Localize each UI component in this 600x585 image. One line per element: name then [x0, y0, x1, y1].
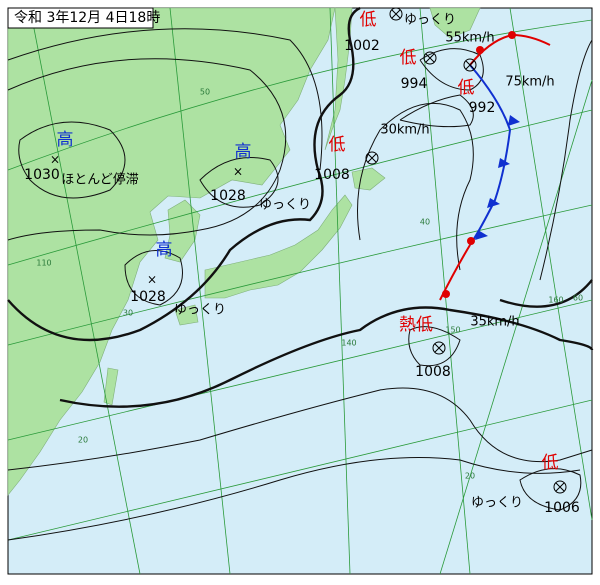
low-center: [389, 7, 403, 21]
motion-label: ゆっくり: [259, 198, 311, 213]
pressure-label: 1006: [544, 500, 580, 516]
system-kind: 低: [400, 48, 417, 68]
grid-label: 40: [420, 218, 430, 227]
low-center-x: [465, 60, 475, 70]
motion-label: 55km/h: [445, 31, 494, 46]
pressure-label: 1008: [314, 167, 350, 183]
low-center: [553, 480, 567, 494]
low-center-x: [434, 343, 444, 353]
low-center-x: [555, 482, 565, 492]
pressure-label: 1030: [24, 167, 60, 183]
isobars: [7, 6, 594, 541]
motion-label: ゆっくり: [404, 13, 456, 28]
grid-label: 140: [341, 339, 356, 348]
low-center-x: [367, 153, 377, 163]
motion-label: ゆっくり: [174, 303, 226, 318]
grid-label: 20: [78, 436, 88, 445]
system-kind: 熱低: [399, 315, 433, 335]
pressure-label: 1008: [415, 364, 451, 380]
land: [7, 7, 481, 496]
motion-label: 30km/h: [380, 123, 429, 138]
pressure-label: 1028: [210, 188, 246, 204]
fronts: [439, 31, 551, 301]
low-center-x: [391, 9, 401, 19]
system-kind: 高: [156, 240, 173, 260]
high-center: ×: [147, 273, 157, 287]
low-center: [423, 51, 437, 65]
grid-label: 160: [548, 296, 563, 305]
high-center: ×: [50, 153, 60, 167]
pressure-label: 1028: [130, 289, 166, 305]
high-center: ×: [233, 165, 243, 179]
grid-label: 150: [445, 326, 460, 335]
pressure-label: 1002: [344, 38, 380, 54]
system-kind: 高: [57, 130, 74, 150]
low-center: [365, 151, 379, 165]
title-box: [7, 7, 154, 29]
grid-label: 60: [573, 294, 583, 303]
motion-label: 75km/h: [505, 75, 554, 90]
motion-label: 35km/h: [470, 315, 519, 330]
pressure-label: 994: [401, 76, 428, 92]
map-title: 令和 3年12月 4日18時: [14, 10, 160, 26]
pressure-label: 992: [469, 100, 496, 116]
system-kind: 低: [360, 10, 377, 30]
low-center-x: [425, 53, 435, 63]
motion-label: ほとんど停滞: [61, 172, 139, 188]
grid-label: 20: [465, 472, 475, 481]
grid-label: 50: [200, 88, 210, 97]
grid-label: 110: [36, 259, 51, 268]
system-kind: 高: [235, 142, 252, 162]
system-kind: 低: [542, 453, 559, 473]
motion-label: ゆっくり: [471, 496, 523, 511]
low-center: [432, 341, 446, 355]
system-kind: 低: [329, 135, 346, 155]
grid-label: 30: [123, 309, 133, 318]
system-kind: 低: [458, 78, 475, 98]
low-center: [463, 58, 477, 72]
